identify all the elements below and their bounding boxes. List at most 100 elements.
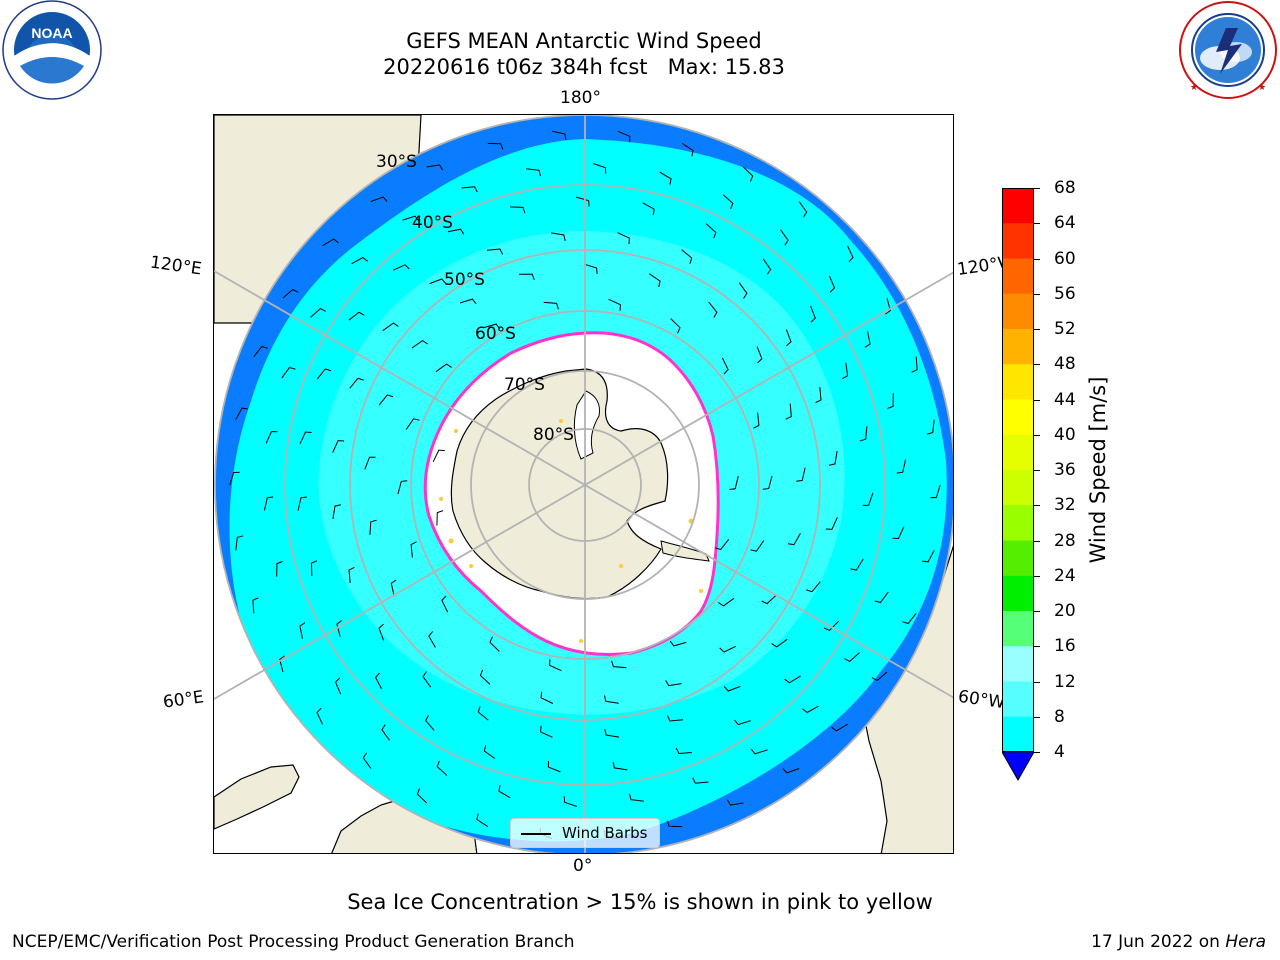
lat-label-60s: 60°S [475, 324, 516, 344]
colorbar-tick-mark [1034, 716, 1040, 718]
wind-barb [397, 480, 408, 495]
colorbar-tick-label: 4 [1054, 742, 1065, 762]
colorbar-tick-label: 24 [1054, 565, 1076, 586]
wind-barb [282, 288, 299, 299]
wind-barb [432, 449, 445, 463]
wind-barb [441, 595, 449, 613]
colorbar-band [1002, 470, 1034, 506]
wind-barb [828, 451, 838, 466]
wind-barb [742, 166, 754, 182]
wind-barb [411, 339, 428, 349]
wind-barb [784, 675, 801, 684]
wind-barb [681, 249, 693, 264]
wind-barb [902, 612, 917, 625]
colorbar-tick-mark [1034, 188, 1040, 189]
colorbar-band [1002, 681, 1034, 718]
wind-barb [926, 419, 935, 435]
legend-line-swatch [521, 833, 551, 835]
wind-barb [692, 777, 709, 784]
colorbar-band [1002, 716, 1034, 753]
wind-barb [382, 322, 399, 332]
wind-barb [705, 223, 717, 239]
wind-barb [761, 594, 777, 605]
lon-label-bottom: 0° [573, 856, 593, 876]
wind-barb [422, 671, 432, 688]
wind-barb [461, 186, 478, 193]
map-canvas [214, 115, 953, 853]
footer-date: 17 Jun 2022 on Hera [1091, 932, 1266, 952]
wind-barb [436, 510, 444, 526]
wind-barb [864, 331, 871, 348]
wind-barb [802, 705, 819, 714]
wind-barb [681, 142, 694, 157]
wind-barb [708, 301, 718, 318]
wind-barb [575, 196, 590, 207]
lon-label-lower-left: 60°E [161, 687, 206, 713]
sea-ice-note: Sea Ice Concentration > 15% is shown in … [347, 890, 933, 914]
wind-barb [828, 275, 836, 293]
legend-label: Wind Barbs [562, 824, 648, 842]
antarctic-peninsula [660, 540, 710, 562]
colorbar-tick-mark [1034, 399, 1040, 401]
chart-subtitle: 20220616 t06z 384h fcst Max: 15.83 [383, 55, 785, 79]
colorbar-tick-mark [1034, 470, 1040, 471]
colorbar-tick-label: 40 [1054, 424, 1076, 445]
colorbar-tick-mark [1034, 223, 1040, 225]
wind-barb [719, 645, 737, 653]
wind-barb [477, 706, 489, 721]
wind-barb [718, 597, 735, 607]
colorbar-band [1002, 575, 1034, 612]
wind-barb [364, 456, 376, 470]
colorbar-tick-mark [1034, 540, 1040, 542]
yellow-ice-specks [439, 419, 703, 643]
colorbar-band [1002, 364, 1034, 400]
wind-barb [543, 301, 559, 310]
wind-barb [332, 504, 342, 519]
wind-barb [483, 323, 501, 330]
wind-barb [336, 620, 342, 637]
wind-barb [785, 403, 792, 420]
wind-barb [756, 346, 763, 364]
wind-barb [584, 263, 598, 275]
wind-barb [374, 672, 383, 690]
colorbar-tick-mark [1034, 611, 1040, 612]
wind-barb [265, 430, 278, 444]
colorbar-band [1002, 329, 1034, 365]
wind-barb [476, 813, 489, 828]
lon-label-lower-right: 60°W [956, 686, 1007, 714]
wind-barb [334, 677, 342, 695]
colorbar-tick-label: 12 [1054, 671, 1076, 692]
wind-barb [806, 581, 821, 593]
wind-barb [310, 560, 318, 577]
colorbar-band [1002, 540, 1034, 577]
wind-barb [847, 245, 854, 263]
wind-barb [617, 232, 630, 245]
wind-barb [392, 264, 410, 271]
wind-barb [726, 799, 744, 806]
colorbar-tick-label: 36 [1054, 460, 1076, 480]
svg-text:★: ★ [1190, 83, 1198, 93]
wind-barb [410, 541, 417, 558]
wind-barb [762, 475, 773, 490]
colorbar-title: Wind Speed [m/s] [1086, 376, 1110, 564]
wind-barb [549, 659, 562, 672]
wind-barb [552, 130, 567, 140]
lon-label-upper-left: 120°E [148, 252, 203, 280]
wind-barb [871, 671, 888, 682]
colorbar-band [1002, 505, 1034, 541]
wind-barb [310, 307, 326, 318]
colorbar-tick-mark [1034, 258, 1040, 260]
wind-barb [850, 558, 864, 571]
lon-label-top: 180° [560, 88, 601, 108]
lat-label-70s: 70°S [504, 375, 545, 395]
colorbar-extend-arrow [1002, 751, 1034, 782]
wind-barb [281, 366, 296, 379]
wind-barb [447, 228, 465, 235]
nws-logo: ★ ★ [1179, 1, 1277, 99]
wind-barb [540, 691, 554, 704]
wind-barb [498, 785, 511, 799]
wind-barb [750, 748, 768, 755]
wind-barb [666, 820, 683, 828]
wind-barb [721, 357, 729, 375]
wind-barb [785, 329, 792, 347]
